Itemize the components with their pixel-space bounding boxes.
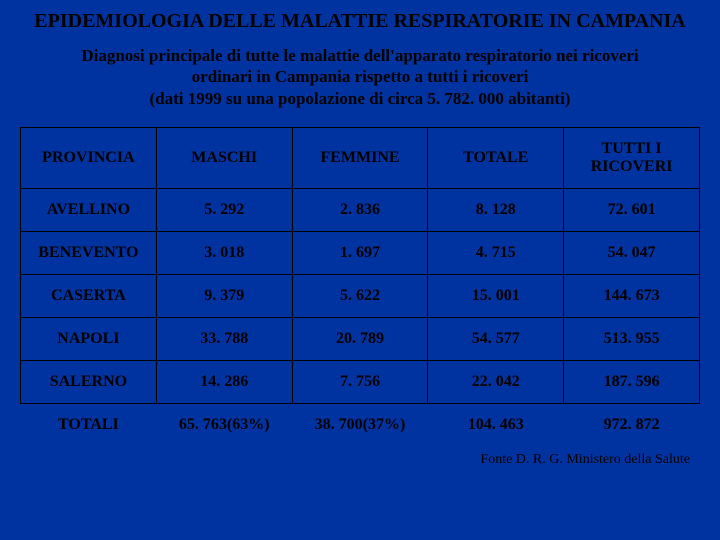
source-footer: Fonte D. R. G. Ministero della Salute xyxy=(20,452,700,468)
subtitle-line: (dati 1999 su una popolazione di circa 5… xyxy=(150,89,571,108)
cell-value: 1. 697 xyxy=(292,231,428,274)
cell-value: 54. 577 xyxy=(428,317,564,360)
cell-value: 5. 622 xyxy=(292,274,428,317)
cell-province: CASERTA xyxy=(21,274,157,317)
cell-value: 3. 018 xyxy=(156,231,292,274)
slide-title: EPIDEMIOLOGIA DELLE MALATTIE RESPIRATORI… xyxy=(20,10,700,33)
slide-subtitle: Diagnosi principale di tutte le malattie… xyxy=(20,45,700,109)
cell-totals-value: 104. 463 xyxy=(428,403,564,446)
column-header: PROVINCIA xyxy=(21,127,157,188)
cell-value: 513. 955 xyxy=(564,317,700,360)
cell-value: 33. 788 xyxy=(156,317,292,360)
table-header-row: PROVINCIA MASCHI FEMMINE TOTALE TUTTI I … xyxy=(21,127,700,188)
cell-totals-value: 65. 763(63%) xyxy=(156,403,292,446)
cell-value: 54. 047 xyxy=(564,231,700,274)
cell-value: 8. 128 xyxy=(428,188,564,231)
cell-value: 7. 756 xyxy=(292,360,428,403)
cell-value: 22. 042 xyxy=(428,360,564,403)
table-row: AVELLINO 5. 292 2. 836 8. 128 72. 601 xyxy=(21,188,700,231)
cell-province: AVELLINO xyxy=(21,188,157,231)
cell-totals-value: 38. 700(37%) xyxy=(292,403,428,446)
cell-value: 144. 673 xyxy=(564,274,700,317)
slide: EPIDEMIOLOGIA DELLE MALATTIE RESPIRATORI… xyxy=(0,0,720,540)
cell-totals-value: 972. 872 xyxy=(564,403,700,446)
subtitle-line: ordinari in Campania rispetto a tutti i … xyxy=(192,67,529,86)
cell-value: 14. 286 xyxy=(156,360,292,403)
subtitle-line: Diagnosi principale di tutte le malattie… xyxy=(81,46,638,65)
column-header: FEMMINE xyxy=(292,127,428,188)
cell-value: 20. 789 xyxy=(292,317,428,360)
column-header: TOTALE xyxy=(428,127,564,188)
column-header: MASCHI xyxy=(156,127,292,188)
cell-totals-label: TOTALI xyxy=(21,403,157,446)
table-row: SALERNO 14. 286 7. 756 22. 042 187. 596 xyxy=(21,360,700,403)
table-row: CASERTA 9. 379 5. 622 15. 001 144. 673 xyxy=(21,274,700,317)
table-row: BENEVENTO 3. 018 1. 697 4. 715 54. 047 xyxy=(21,231,700,274)
table-totals-row: TOTALI 65. 763(63%) 38. 700(37%) 104. 46… xyxy=(21,403,700,446)
cell-province: SALERNO xyxy=(21,360,157,403)
cell-province: BENEVENTO xyxy=(21,231,157,274)
cell-value: 15. 001 xyxy=(428,274,564,317)
cell-value: 2. 836 xyxy=(292,188,428,231)
cell-value: 4. 715 xyxy=(428,231,564,274)
cell-value: 187. 596 xyxy=(564,360,700,403)
cell-value: 5. 292 xyxy=(156,188,292,231)
cell-value: 9. 379 xyxy=(156,274,292,317)
data-table: PROVINCIA MASCHI FEMMINE TOTALE TUTTI I … xyxy=(20,127,700,446)
cell-province: NAPOLI xyxy=(21,317,157,360)
column-header: TUTTI I RICOVERI xyxy=(564,127,700,188)
table-row: NAPOLI 33. 788 20. 789 54. 577 513. 955 xyxy=(21,317,700,360)
cell-value: 72. 601 xyxy=(564,188,700,231)
